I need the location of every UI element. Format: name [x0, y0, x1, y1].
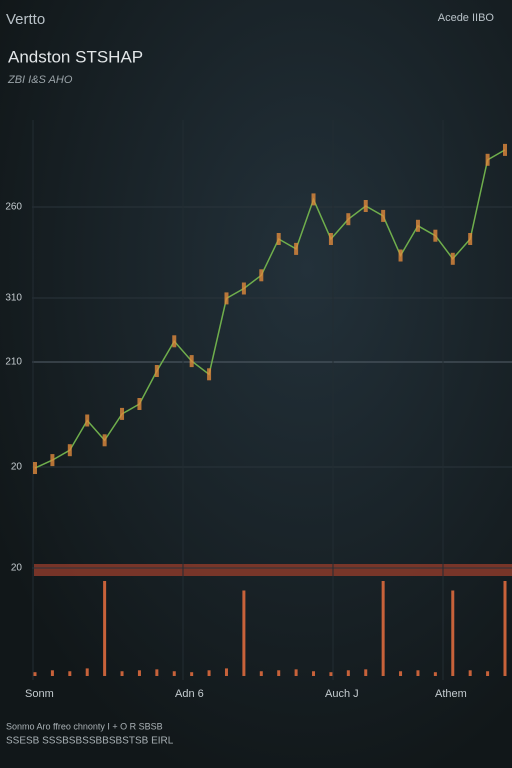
y-tick-label: 20: [11, 563, 23, 574]
candle: [259, 269, 264, 282]
candle: [346, 213, 351, 226]
volume-bar: [312, 671, 316, 676]
volume-bar: [399, 671, 403, 676]
candle: [398, 249, 403, 262]
candle: [102, 434, 107, 447]
chart-title: Andston STSHAP: [8, 47, 143, 66]
candle: [67, 444, 72, 457]
candle: [276, 233, 281, 245]
candle: [503, 143, 507, 156]
candle: [450, 252, 455, 265]
x-tick-label: Sonm: [25, 688, 54, 700]
volume-bar: [50, 670, 54, 676]
volume-bar: [103, 581, 107, 676]
volume-bar: [224, 668, 228, 676]
volume-bar: [468, 670, 472, 676]
volume-bar: [155, 669, 159, 676]
price-line: [34, 149, 506, 469]
volume-bar: [381, 581, 385, 676]
volume-bar: [346, 670, 350, 676]
x-tick-label: Adn 6: [175, 688, 204, 700]
candle: [363, 200, 368, 212]
candle: [137, 398, 142, 410]
volume-bar: [503, 581, 507, 676]
volume-bar: [486, 671, 490, 676]
corner-label: Acede IIBO: [438, 12, 495, 24]
candle: [207, 368, 212, 381]
volume-bar: [294, 669, 298, 676]
candle: [189, 355, 194, 368]
volume-bar: [259, 671, 263, 676]
volume-bar: [277, 670, 281, 676]
volume-bar: [433, 672, 437, 676]
candle: [468, 233, 473, 245]
candle: [33, 462, 37, 475]
y-tick-label: 260: [5, 202, 22, 213]
volume-bar: [190, 672, 194, 676]
volume-bar: [451, 590, 455, 676]
band: [34, 564, 512, 576]
y-tick-label: 210: [5, 357, 22, 368]
volume-bar: [137, 670, 141, 676]
x-tick-label: Athem: [435, 688, 467, 700]
candle: [241, 282, 246, 295]
y-tick-label: 310: [5, 293, 22, 304]
candle: [311, 193, 316, 206]
volume-bar: [85, 668, 89, 676]
footer-line: Sonmo Aro ffreo chnonty I + O R SBSB: [6, 721, 163, 731]
candle: [85, 414, 90, 427]
volume-bar: [120, 671, 124, 676]
volume-bar: [242, 590, 246, 676]
volume-bar: [68, 671, 72, 676]
candle: [50, 454, 55, 467]
candle: [433, 229, 438, 242]
volume-bar: [416, 670, 420, 676]
y-tick-label: 20: [11, 462, 23, 473]
candle: [172, 335, 177, 348]
candle: [154, 365, 159, 377]
volume-bar: [329, 672, 333, 676]
candle: [381, 209, 386, 222]
footer-line: SSESB SSSBSBSSBBSBSTSB EIRL: [6, 736, 174, 747]
candle: [328, 233, 333, 245]
candle: [485, 153, 490, 166]
volume-bar: [364, 669, 368, 676]
candle: [224, 292, 229, 305]
volume-bar: [172, 671, 176, 676]
chart-subtitle: ZBI I&S AHO: [7, 74, 73, 86]
volume-bar: [33, 672, 37, 676]
candle: [294, 242, 299, 255]
candle: [120, 407, 125, 420]
app-title: Vertto: [6, 11, 45, 28]
x-tick-label: Auch J: [325, 688, 359, 700]
volume-bar: [207, 670, 211, 676]
candle: [415, 219, 420, 232]
